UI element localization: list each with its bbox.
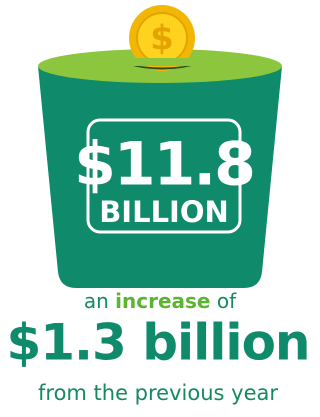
- page: {"amount": "$11.8", "amount_unit": "BILL…: [0, 0, 315, 417]
- infographic: $ $11.8 BILLION an increase of $1.3 bill…: [0, 0, 315, 417]
- increase-amount: $1.3 billion: [6, 314, 309, 372]
- coin-symbol: $: [150, 19, 174, 59]
- amount-unit: BILLION: [99, 195, 229, 229]
- increase-after: of: [217, 289, 237, 313]
- increase-line: an increase of: [84, 289, 237, 313]
- amount: $11.8: [74, 130, 254, 200]
- footer: from the previous year: [38, 381, 278, 405]
- increase-before: an: [84, 289, 109, 313]
- rim-cover: [118, 58, 206, 66]
- increase-highlight: increase: [115, 289, 210, 313]
